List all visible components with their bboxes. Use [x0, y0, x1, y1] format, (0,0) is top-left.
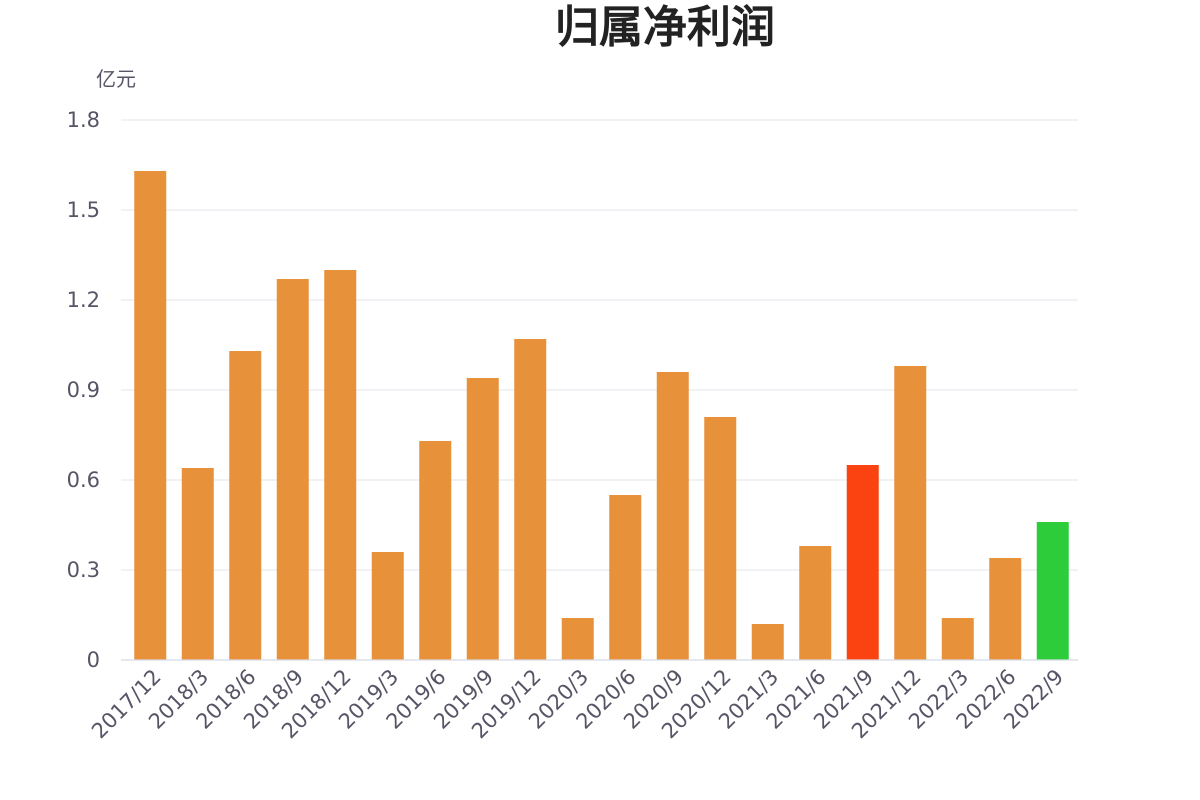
y-tick-label: 1.5	[67, 198, 100, 222]
bar-2022-6	[989, 558, 1022, 660]
bar-2020-12	[704, 417, 737, 660]
bar-2022-9	[1036, 522, 1069, 660]
bar-2018-12	[324, 270, 357, 660]
bar-2019-9	[466, 378, 499, 660]
bar-2019-12	[514, 339, 547, 660]
bar-2020-9	[656, 372, 689, 660]
bars	[134, 171, 1069, 660]
y-tick-label: 1.8	[67, 108, 100, 132]
x-tick-labels: 2017/122018/32018/62018/92018/122019/320…	[87, 665, 1068, 744]
chart-title: 归属净利润	[555, 2, 775, 53]
y-tick-label: 1.2	[67, 288, 100, 312]
bar-2018-3	[181, 468, 214, 660]
bar-2020-6	[609, 495, 642, 660]
bar-2018-9	[276, 279, 309, 660]
bar-2021-3	[751, 624, 784, 660]
y-tick-label: 0.9	[67, 378, 100, 402]
y-tick-labels: 0 0.3 0.6 0.9 1.2 1.5 1.8	[67, 108, 100, 672]
bar-2018-6	[229, 351, 262, 660]
bar-2021-9	[846, 465, 879, 660]
x-tick-label: 2017/12	[87, 665, 166, 744]
y-tick-label: 0	[87, 648, 100, 672]
y-axis-unit-label: 亿元	[96, 67, 136, 91]
bar-2019-3	[371, 552, 404, 660]
bar-2019-6	[419, 441, 452, 660]
y-tick-label: 0.3	[67, 558, 100, 582]
bar-2020-3	[561, 618, 594, 660]
y-tick-label: 0.6	[67, 468, 100, 492]
bar-2021-6	[799, 546, 832, 660]
grid-layer	[121, 119, 1078, 571]
bar-2022-3	[941, 618, 974, 660]
bar-2021-12	[894, 366, 927, 660]
bar-2017-12	[134, 171, 167, 660]
